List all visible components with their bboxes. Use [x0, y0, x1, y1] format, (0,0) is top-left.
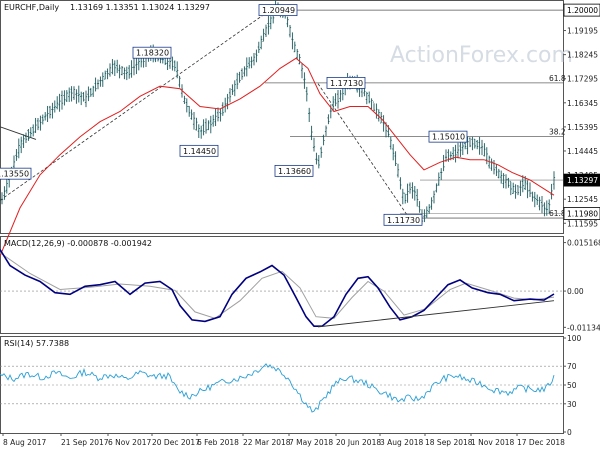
- macd-tick-label: 0.00: [567, 287, 584, 296]
- level-label-text: 1.11730: [387, 216, 420, 225]
- x-tick-label: 20 Dec 2017: [152, 438, 200, 447]
- rsi-tick-label: 0: [567, 428, 572, 437]
- rsi-title: RSI(14) 57.7388: [4, 339, 69, 348]
- price-bars: [0, 0, 556, 224]
- dashed-trendline: [317, 83, 411, 220]
- rsi-line: [0, 363, 555, 413]
- price-y-axis: 1.20000 1.19195 1.18245 1.17295 1.16345 1.153…: [563, 3, 600, 228]
- level-price-tag-text: 1.20000: [567, 6, 598, 15]
- current-price-tag: 1.13297: [563, 173, 600, 187]
- level-label-box: [383, 213, 423, 226]
- y-tick-label: 1.12545: [567, 195, 598, 204]
- level-label-box: [326, 76, 366, 89]
- price-panel-frame: [0, 0, 564, 234]
- level-label-box: [0, 167, 32, 180]
- x-tick-label: 18 Sep 2018: [425, 438, 473, 447]
- x-tick-label: 7 May 2018: [289, 438, 333, 447]
- level-label: 1.18320: [132, 46, 172, 59]
- support-price-tag-text: 1.11980: [567, 209, 598, 218]
- level-label-box: [258, 4, 298, 17]
- level-label-text: 1.17130: [330, 79, 363, 88]
- y-tick-label: 1.17295: [567, 75, 598, 84]
- level-label-text: 1.14450: [183, 147, 216, 156]
- macd-title: MACD(12,26,9) -0.000878 -0.001942: [4, 239, 152, 248]
- current-price-tag-text: 1.13297: [567, 176, 598, 185]
- level-label: 1.13550: [0, 167, 32, 180]
- level-label-text: 1.18320: [136, 49, 169, 58]
- level-label: 1.11730: [383, 213, 423, 226]
- level-label-text: 1.13660: [278, 167, 311, 176]
- support-price-tag: 1.11980: [563, 207, 600, 220]
- trendline: [0, 126, 37, 140]
- symbol-label: EURCHF,Daily: [4, 3, 59, 12]
- y-tick-label: 1.15395: [567, 123, 598, 132]
- x-tick-label: 8 Aug 2017: [3, 438, 46, 447]
- level-label-box: [274, 164, 314, 177]
- level-label-text: 1.13550: [0, 170, 29, 179]
- y-tick-label: 1.14445: [567, 147, 598, 156]
- moving-average-line: [0, 57, 555, 257]
- rsi-layer: 100 70 50 30 0: [0, 334, 582, 437]
- watermark: ActionForex.com: [390, 43, 573, 68]
- x-axis: 8 Aug 2017 21 Sep 2017 6 Nov 2017 20 Dec 20…: [2, 433, 565, 447]
- level-label: 1.15010: [428, 130, 468, 143]
- dashed-trendline: [0, 8, 273, 201]
- support-price-tag-box: [563, 207, 600, 220]
- y-tick-label: 1.18245: [567, 51, 598, 60]
- rsi-tick-label: 50: [567, 381, 577, 390]
- x-tick-label: 6 Feb 2018: [197, 438, 239, 447]
- macd-tick-label: -0.011342: [567, 323, 600, 332]
- level-label: 1.17130: [326, 76, 366, 89]
- x-tick-label: 20 Jun 2018: [336, 438, 381, 447]
- price-annotations: 1.20949 1.18320 1.17130 1.15010 1.14450 1.136…: [0, 4, 468, 226]
- fib-label: 38.2: [549, 128, 566, 137]
- y-tick-label: 1.19195: [567, 27, 598, 36]
- moving-average: [0, 57, 555, 257]
- current-price-tag-box: [563, 173, 600, 187]
- macd-panel-frame: [0, 236, 564, 334]
- rsi-tick-label: 30: [567, 400, 577, 409]
- level-label-box: [132, 46, 172, 59]
- macd-tick-label: 0.015168: [567, 239, 600, 248]
- rsi-tick-label: 70: [567, 362, 577, 371]
- x-tick-label: 1 Nov 2018: [471, 438, 514, 447]
- ohlc-label: 1.13169 1.13351 1.13024 1.13297: [70, 3, 210, 12]
- level-price-tag-box: [563, 3, 600, 17]
- price-grid: 61.838.261.8: [0, 8, 566, 220]
- rsi-tick-label: 100: [567, 334, 582, 343]
- fib-label: 61.8: [549, 74, 566, 83]
- x-tick-label: 3 Aug 2018: [380, 438, 423, 447]
- macd-trendline: [317, 300, 555, 328]
- macd-layer: 0.015168 0.00 -0.011342: [0, 239, 600, 332]
- x-tick-label: 6 Nov 2017: [108, 438, 151, 447]
- x-tick-label: 17 Dec 2018: [517, 438, 565, 447]
- y-tick-label: 1.16345: [567, 99, 598, 108]
- level-label-box: [179, 144, 219, 157]
- level-label: 1.14450: [179, 144, 219, 157]
- x-tick-label: 22 Mar 2018: [243, 438, 291, 447]
- level-label-text: 1.15010: [432, 133, 465, 142]
- macd-signal-line: [0, 252, 555, 319]
- level-label: 1.13660: [274, 164, 314, 177]
- x-tick-label: 21 Sep 2017: [61, 438, 109, 447]
- level-price-tag: 1.20000: [563, 3, 600, 17]
- level-label: 1.20949: [258, 4, 298, 17]
- macd-line: [0, 249, 555, 327]
- level-label-box: [428, 130, 468, 143]
- level-label-text: 1.20949: [262, 6, 295, 15]
- y-tick-label: 1.11595: [567, 219, 598, 228]
